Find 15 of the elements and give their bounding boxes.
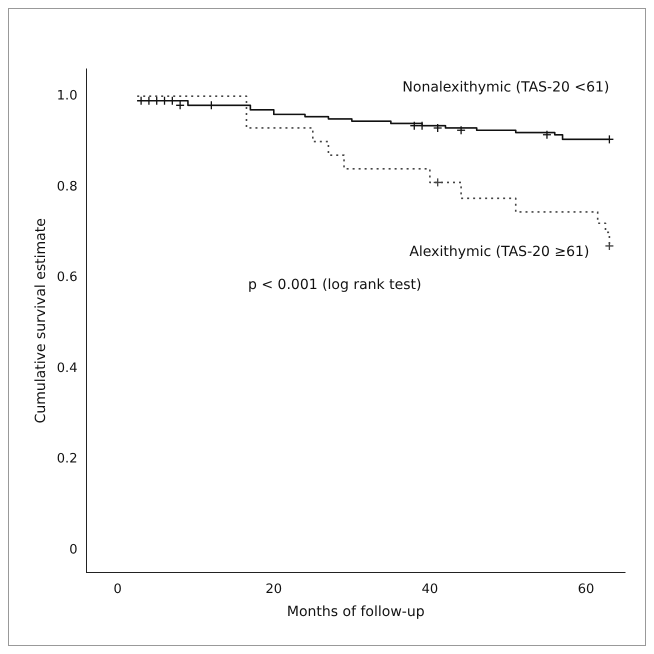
x-tick-label: 60 (578, 582, 594, 597)
y-tick-label: 1.0 (56, 88, 78, 104)
y-tick-label: 0.8 (56, 179, 78, 194)
text: Nonalexithymic (TAS-20 <61) (402, 79, 610, 96)
y-tick-label: 0.2 (56, 452, 78, 467)
y-tick-label: 0 (69, 542, 78, 558)
series-label: Alexithymic (TAS-20 ≥61) (409, 244, 590, 260)
y-tick-label: 0.6 (56, 270, 78, 286)
y-axis-title: Cumulative survival estimate (33, 218, 50, 424)
x-tick-label: 40 (422, 582, 438, 597)
y-tick-label: 0.4 (56, 360, 78, 376)
x-tick-label: 20 (266, 582, 282, 597)
x-tick-label: 0 (114, 582, 122, 597)
x-axis-title: Months of follow-up (286, 604, 425, 620)
annotation: p < 0.001 (log rank test) (248, 277, 422, 294)
